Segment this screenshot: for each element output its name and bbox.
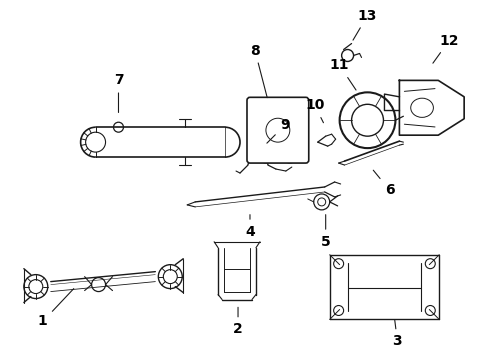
Text: 13: 13 xyxy=(353,9,377,40)
Text: 4: 4 xyxy=(245,215,255,239)
Text: 9: 9 xyxy=(267,118,290,143)
FancyBboxPatch shape xyxy=(247,97,309,163)
Text: 1: 1 xyxy=(38,289,74,328)
Text: 7: 7 xyxy=(114,73,123,112)
Text: 2: 2 xyxy=(233,307,243,337)
Text: 11: 11 xyxy=(330,58,356,90)
Text: 3: 3 xyxy=(392,320,402,348)
Text: 8: 8 xyxy=(250,44,267,98)
Text: 12: 12 xyxy=(433,33,459,63)
Text: 10: 10 xyxy=(305,98,324,123)
Text: 6: 6 xyxy=(373,170,394,197)
Text: 5: 5 xyxy=(321,215,331,249)
